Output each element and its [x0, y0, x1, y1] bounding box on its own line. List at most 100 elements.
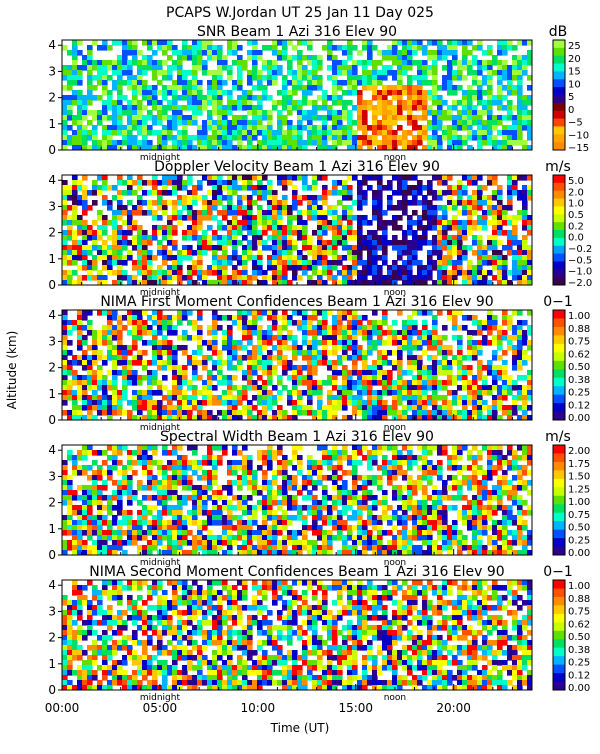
y-tick-label: 1	[48, 252, 56, 266]
colorbar-label: 0.0	[568, 233, 584, 244]
x-tick-label: 10:00	[241, 701, 276, 715]
colorbar-label: −0.5	[568, 255, 592, 266]
colorbar-label: 1.50	[568, 472, 590, 483]
colorbar-label: 0.50	[568, 632, 590, 643]
y-tick-label: 3	[48, 334, 56, 348]
y-tick-label: 3	[48, 469, 56, 483]
colorbar: 1.000.880.750.620.500.380.250.120.00	[553, 310, 590, 424]
colorbar-label: 5.0	[568, 176, 584, 187]
colorbar-label: 0.75	[568, 607, 590, 618]
x-axis: 00:00 05:00 10:00 15:00 20:00	[45, 701, 471, 715]
panel-unit: m/s	[545, 159, 571, 175]
marker-noon: noon	[384, 693, 406, 703]
colorbar-label: 20	[568, 54, 581, 65]
colorbar-label: −10	[568, 130, 589, 141]
y-tick-label: 2	[48, 496, 56, 510]
colorbar-label: 0.75	[568, 510, 590, 521]
colorbar-label: 15	[568, 67, 581, 78]
y-tick-label: 1	[48, 657, 56, 671]
colorbar-label: 0.50	[568, 362, 590, 373]
colorbar-label: 0.00	[568, 548, 590, 559]
colorbar-label: 1.00	[568, 497, 590, 508]
panel-unit: 0−1	[543, 564, 573, 580]
colorbar-label: 0.25	[568, 658, 590, 669]
heatmap	[62, 445, 533, 556]
colorbar-label: 0.38	[568, 645, 590, 656]
colorbar-label: 0.00	[568, 413, 590, 424]
colorbar-label: 2.00	[568, 446, 590, 457]
panel-title: Doppler Velocity Beam 1 Azi 316 Elev 90	[154, 159, 440, 175]
colorbar-label: −5	[568, 118, 583, 129]
x-tick-label: 00:00	[45, 701, 80, 715]
panel-title: NIMA Second Moment Confidences Beam 1 Az…	[89, 564, 504, 580]
chart-title: PCAPS W.Jordan UT 25 Jan 11 Day 025	[166, 5, 434, 21]
panel-5: NIMA Second Moment Confidences Beam 1 Az…	[48, 564, 590, 703]
colorbar: 2.00 1.75 1.501.25 1.00 0.75 0.500.25 0.00	[553, 445, 590, 559]
colorbar: 1.00 0.88 0.750.62 0.50 0.38 0.250.12 0.00	[553, 580, 590, 694]
x-tick-label: 05:00	[143, 701, 178, 715]
colorbar-label: 5	[568, 92, 574, 103]
y-tick-label: 4	[48, 308, 56, 322]
y-tick-label: 2	[48, 361, 56, 375]
y-tick-label: 2	[48, 91, 56, 105]
colorbar-label: 25	[568, 41, 581, 52]
y-tick-label: 0	[48, 548, 56, 562]
y-tick-label: 4	[48, 443, 56, 457]
colorbar: 5.02.01.00.50.20.0−0.2−0.5−1.0−2.0	[553, 175, 592, 289]
colorbar-label: 0.12	[568, 670, 590, 681]
y-tick-label: 0	[48, 413, 56, 427]
panel-2: Doppler Velocity Beam 1 Azi 316 Elev 90 m…	[48, 159, 592, 298]
heatmap	[62, 580, 533, 691]
x-axis-label: Time (UT)	[270, 721, 330, 735]
colorbar-label: 0.88	[568, 594, 590, 605]
colorbar-label: 1.00	[568, 581, 590, 592]
y-tick-label: 3	[48, 199, 56, 213]
colorbar-label: 0.88	[568, 324, 590, 335]
colorbar-label: −15	[568, 143, 589, 154]
colorbar-label: 0.62	[568, 619, 590, 630]
y-tick-label: 4	[48, 38, 56, 52]
y-tick-label: 1	[48, 522, 56, 536]
colorbar-label: 0.75	[568, 337, 590, 348]
y-tick-label: 1	[48, 387, 56, 401]
heatmap	[62, 310, 533, 421]
colorbar-label: 0.00	[568, 683, 590, 694]
y-tick-label: 2	[48, 631, 56, 645]
colorbar-label: 10	[568, 79, 581, 90]
colorbar-label: 0.2	[568, 221, 584, 232]
y-tick-label: 0	[48, 143, 56, 157]
y-tick-label: 2	[48, 226, 56, 240]
y-tick-label: 3	[48, 64, 56, 78]
y-axis-label: Altitude (km)	[5, 331, 19, 410]
y-tick-label: 3	[48, 604, 56, 618]
colorbar-label: 1.0	[568, 199, 584, 210]
y-tick-label: 0	[48, 683, 56, 697]
heatmap	[62, 40, 533, 151]
heatmap	[62, 175, 533, 286]
x-tick-label: 20:00	[436, 701, 471, 715]
panel-3: NIMA First Moment Confidences Beam 1 Azi…	[48, 294, 590, 433]
colorbar-label: 1.25	[568, 484, 590, 495]
x-tick-label: 15:00	[338, 701, 373, 715]
colorbar-label: 0.25	[568, 535, 590, 546]
colorbar-label: 0.25	[568, 388, 590, 399]
colorbar-label: 1.75	[568, 459, 590, 470]
panel-title: Spectral Width Beam 1 Azi 316 Elev 90	[160, 429, 434, 445]
y-tick-label: 0	[48, 278, 56, 292]
colorbar-label: 2.0	[568, 187, 584, 198]
panel-unit: dB	[549, 24, 568, 40]
panel-unit: m/s	[545, 429, 571, 445]
colorbar-label: −1.0	[568, 267, 592, 278]
panel-title: SNR Beam 1 Azi 316 Elev 90	[197, 24, 397, 40]
colorbar-label: 0.5	[568, 210, 584, 221]
colorbar-label: 1.00	[568, 311, 590, 322]
panel-title: NIMA First Moment Confidences Beam 1 Azi…	[100, 294, 493, 310]
panel-unit: 0−1	[543, 294, 573, 310]
y-tick-label: 4	[48, 578, 56, 592]
colorbar-label: 0.38	[568, 375, 590, 386]
y-tick-label: 4	[48, 173, 56, 187]
colorbar-label: 0.50	[568, 523, 590, 534]
colorbar-label: 0.62	[568, 349, 590, 360]
